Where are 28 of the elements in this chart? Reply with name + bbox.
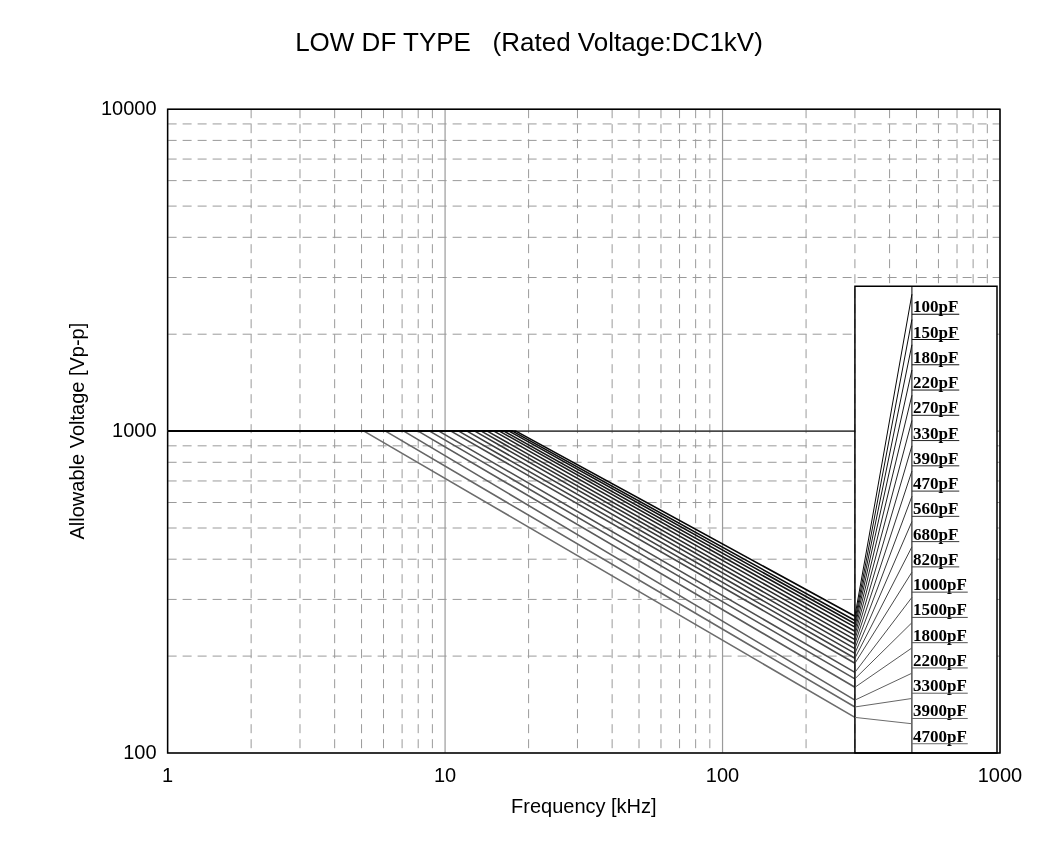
x-tick-label: 100 [705, 763, 740, 786]
legend-label: 820pF [912, 549, 959, 569]
x-axis-title: Frequency [kHz] [511, 794, 657, 817]
x-tick-label: 1000 [977, 763, 1023, 786]
legend-label: 3300pF [912, 676, 967, 696]
legend-label: 270pF [912, 398, 959, 418]
legend-label: 180pF [912, 347, 959, 367]
legend-label: 220pF [912, 373, 959, 393]
y-tick-label: 10000 [100, 96, 157, 119]
legend-label: 150pF [912, 322, 959, 342]
chart-title: LOW DF TYPE (Rated Voltage:DC1kV) [295, 26, 763, 57]
legend-label: 1800pF [912, 625, 967, 645]
legend-label: 560pF [912, 499, 959, 519]
legend-label: 4700pF [912, 726, 967, 746]
legend-label: 2200pF [912, 650, 967, 670]
y-axis-title: Allowable Voltage [Vp-p] [65, 322, 88, 540]
legend-label: 1000pF [912, 575, 967, 595]
x-tick-label: 10 [433, 763, 457, 786]
legend-label: 1500pF [912, 600, 967, 620]
legend-label: 680pF [912, 524, 959, 544]
legend-label: 330pF [912, 423, 959, 443]
y-tick-label: 1000 [112, 418, 157, 441]
legend-label: 470pF [912, 474, 959, 494]
x-tick-label: 1 [162, 763, 174, 786]
legend-label: 3900pF [912, 701, 967, 721]
text: 100pF [912, 297, 959, 317]
legend-label: 390pF [912, 448, 959, 468]
y-tick-label: 100 [123, 740, 157, 763]
